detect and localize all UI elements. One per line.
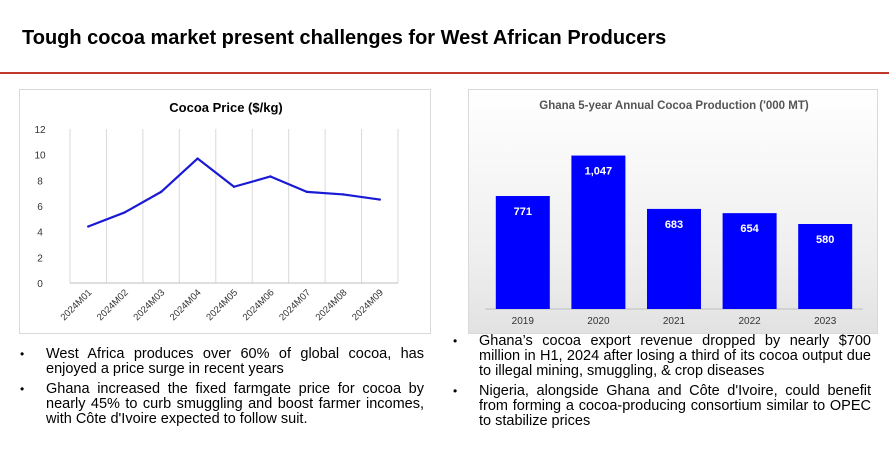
data-point xyxy=(305,190,309,194)
x-tick-label: 2024M08 xyxy=(314,287,350,323)
bullet-item: Ghana increased the fixed farmgate price… xyxy=(20,382,424,427)
bullet-item: Nigeria, alongside Ghana and Côte d'Ivoi… xyxy=(453,384,871,429)
data-point xyxy=(232,185,236,188)
bar-data-label: 580 xyxy=(816,234,834,246)
data-point xyxy=(87,225,90,228)
x-tick-label: 2024M05 xyxy=(204,287,240,323)
ghana-production-chart-panel: Ghana 5-year Annual Cocoa Production ('0… xyxy=(468,89,878,334)
data-point xyxy=(342,193,345,196)
title-divider xyxy=(0,72,889,74)
bar-data-label: 654 xyxy=(740,223,759,235)
bar-chart-title: Ghana 5-year Annual Cocoa Production ('0… xyxy=(539,100,809,112)
bar-data-label: 1,047 xyxy=(585,166,613,178)
data-point xyxy=(378,198,381,201)
bar-data-label: 771 xyxy=(514,206,532,218)
x-tick-label: 2024M03 xyxy=(131,287,167,323)
x-tick-label: 2024M02 xyxy=(95,287,131,323)
production-bar xyxy=(722,213,777,309)
x-tick-label: 2021 xyxy=(663,316,686,327)
data-point xyxy=(196,157,199,160)
y-tick-label: 12 xyxy=(34,125,46,136)
x-tick-label: 2024M09 xyxy=(350,287,386,323)
data-point xyxy=(269,175,272,178)
line-chart-title: Cocoa Price ($/kg) xyxy=(169,100,282,115)
bullet-item: West Africa produces over 60% of global … xyxy=(20,347,424,377)
y-tick-label: 6 xyxy=(37,202,43,213)
ghana-production-bar-chart: Ghana 5-year Annual Cocoa Production ('0… xyxy=(485,100,863,327)
right-bullet-list: Ghana’s cocoa export revenue dropped by … xyxy=(453,334,871,434)
data-point xyxy=(159,190,163,194)
x-tick-label: 2024M04 xyxy=(168,287,204,323)
y-tick-label: 4 xyxy=(37,228,43,239)
production-bar xyxy=(798,224,853,309)
cocoa-price-chart-panel: Cocoa Price ($/kg) 0 2 4 6 8 10 12 2024M01 2024M… xyxy=(19,89,431,334)
bullet-item: Ghana’s cocoa export revenue dropped by … xyxy=(453,334,871,379)
y-tick-label: 0 xyxy=(37,279,43,290)
x-tick-label: 2019 xyxy=(512,316,535,327)
bar-data-label: 683 xyxy=(665,219,683,231)
x-tick-label: 2024M07 xyxy=(277,287,313,323)
left-bullet-list: West Africa produces over 60% of global … xyxy=(20,347,424,432)
production-bar xyxy=(571,155,626,309)
x-tick-label: 2023 xyxy=(814,316,837,327)
y-tick-label: 2 xyxy=(37,253,43,264)
page-title: Tough cocoa market present challenges fo… xyxy=(22,27,667,49)
production-bar xyxy=(647,208,701,309)
y-tick-label: 8 xyxy=(37,176,43,187)
price-series-line xyxy=(87,157,380,228)
x-tick-label: 2024M01 xyxy=(59,287,95,323)
data-point xyxy=(123,211,126,214)
production-bar xyxy=(495,196,550,309)
x-tick-label: 2024M06 xyxy=(241,287,277,323)
x-tick-label: 2022 xyxy=(738,316,761,327)
y-tick-label: 10 xyxy=(34,151,46,162)
x-tick-label: 2020 xyxy=(587,316,610,327)
